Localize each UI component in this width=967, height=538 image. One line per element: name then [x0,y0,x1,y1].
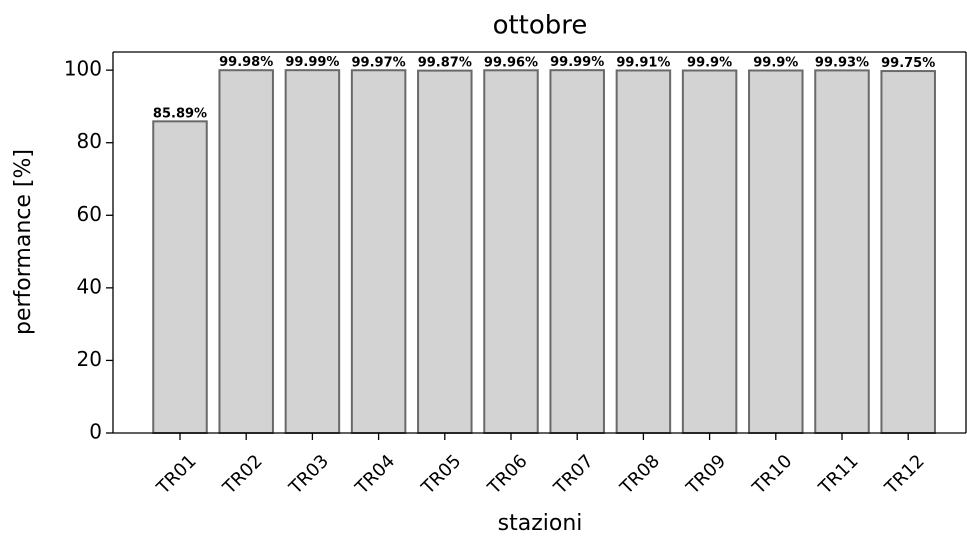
bar [152,120,208,434]
value-label: 99.9% [753,56,798,71]
x-tick-label: TR03 [285,451,333,499]
x-tick-label: TR09 [682,451,730,499]
value-label: 85.89% [153,106,207,121]
value-label: 99.96% [484,55,538,70]
value-label: 99.9% [687,56,732,71]
x-tick-label: TR07 [549,451,597,499]
bar [748,69,804,435]
y-tick-label: 60 [77,202,102,226]
x-axis-label: stazioni [498,511,583,536]
bar [615,69,672,435]
y-tick-label: 40 [77,274,102,298]
x-tick-label: TR12 [880,451,928,499]
x-tick-label: TR02 [218,451,266,499]
y-tick-label: 80 [77,129,102,153]
x-tick-label: TR10 [748,451,796,499]
y-axis-label: performance [%] [11,149,36,335]
bar [681,69,738,435]
value-label: 99.99% [550,55,604,70]
y-tick-label: 100 [64,57,102,81]
value-label: 99.99% [285,55,339,70]
x-tick-label: TR11 [814,451,862,499]
chart-title: ottobre [493,11,588,41]
y-tick-label: 20 [77,347,102,371]
value-label: 99.91% [616,55,670,70]
bar [350,69,407,435]
bar [218,69,274,435]
bar [284,69,341,435]
x-tick-label: TR01 [152,451,200,499]
bar [814,69,870,435]
bar [483,69,539,435]
x-tick-label: TR05 [417,451,465,499]
bar [880,70,936,435]
x-tick-label: TR08 [616,451,664,499]
value-label: 99.75% [881,56,935,71]
bar [549,69,605,435]
value-label: 99.97% [352,55,406,70]
value-label: 99.87% [418,56,472,71]
x-tick-label: TR06 [483,451,531,499]
y-tick-label: 0 [89,420,102,444]
value-label: 99.98% [219,55,273,70]
x-tick-label: TR04 [351,451,399,499]
bar [417,69,473,435]
value-label: 99.93% [815,55,869,70]
